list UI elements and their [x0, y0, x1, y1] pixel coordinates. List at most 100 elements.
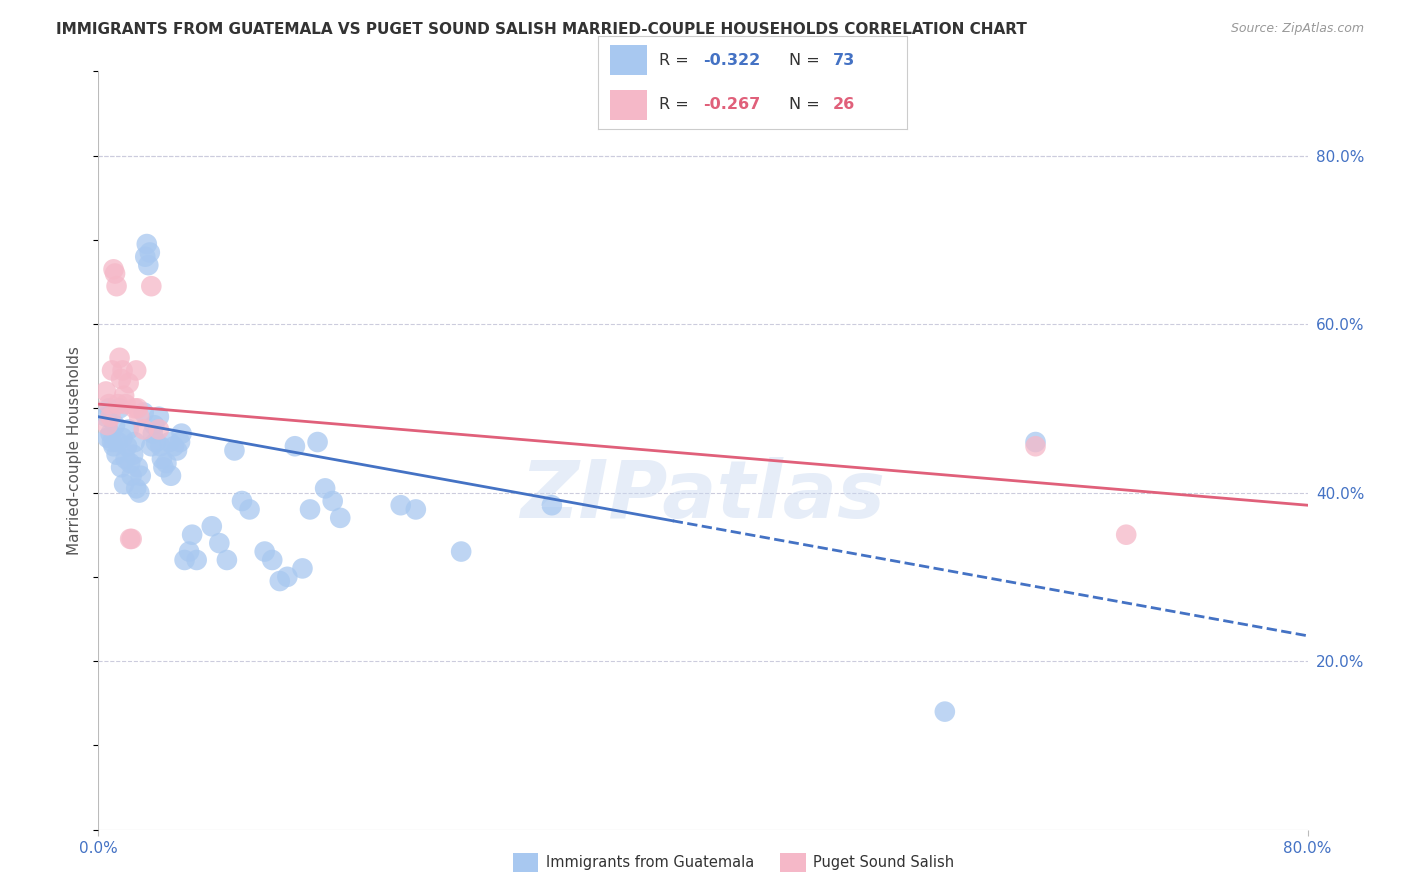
Text: 26: 26: [832, 97, 855, 112]
Point: [450, 544, 472, 558]
Point: [98, 401, 121, 416]
Point: [1024, 439, 1046, 453]
Point: [150, 451, 173, 466]
Point: [934, 705, 956, 719]
Point: [107, 397, 129, 411]
Point: [148, 409, 170, 424]
Point: [1115, 527, 1137, 541]
Point: [128, 409, 150, 424]
Point: [103, 262, 125, 277]
Point: [112, 389, 135, 403]
Point: [299, 502, 322, 516]
Bar: [610, 45, 647, 75]
Point: [125, 482, 148, 496]
Point: [94, 409, 117, 424]
Point: [181, 527, 204, 541]
Point: [231, 494, 253, 508]
Point: [389, 498, 412, 512]
Point: [284, 439, 307, 453]
Point: [107, 435, 129, 450]
Point: [128, 485, 150, 500]
Point: [314, 482, 336, 496]
Point: [149, 439, 172, 453]
Point: [329, 511, 352, 525]
Point: [96, 418, 118, 433]
Point: [105, 279, 128, 293]
Point: [110, 460, 132, 475]
Point: [1024, 435, 1046, 450]
Point: [136, 258, 159, 272]
Text: Source: ZipAtlas.com: Source: ZipAtlas.com: [1230, 22, 1364, 36]
Point: [170, 426, 193, 441]
Point: [215, 553, 238, 567]
Point: [141, 439, 163, 453]
Point: [142, 426, 165, 441]
Point: [291, 561, 314, 575]
Point: [124, 435, 146, 450]
Text: R =: R =: [659, 53, 695, 68]
Point: [127, 460, 149, 475]
Point: [160, 468, 183, 483]
Point: [112, 477, 135, 491]
Y-axis label: Married-couple Households: Married-couple Households: [67, 346, 83, 555]
Point: [135, 237, 157, 252]
Text: 73: 73: [832, 53, 855, 68]
Point: [132, 422, 155, 436]
Point: [120, 456, 142, 470]
Point: [120, 532, 142, 546]
Point: [101, 363, 124, 377]
Text: Immigrants from Guatemala: Immigrants from Guatemala: [546, 855, 754, 870]
Point: [540, 498, 562, 512]
Point: [139, 245, 162, 260]
Point: [132, 405, 155, 420]
Text: ZIPatlas: ZIPatlas: [520, 457, 886, 535]
Point: [101, 435, 124, 450]
Point: [104, 267, 127, 281]
Point: [276, 570, 298, 584]
Point: [163, 439, 186, 453]
Point: [134, 250, 156, 264]
Text: N =: N =: [789, 53, 825, 68]
Point: [155, 456, 177, 470]
Point: [159, 435, 181, 450]
Point: [111, 431, 134, 445]
Point: [307, 435, 329, 450]
Point: [186, 553, 208, 567]
Point: [121, 532, 143, 546]
Point: [108, 401, 131, 416]
Point: [148, 422, 170, 436]
Text: Puget Sound Salish: Puget Sound Salish: [813, 855, 953, 870]
Point: [179, 544, 201, 558]
Point: [118, 376, 141, 390]
Point: [208, 536, 231, 550]
Point: [141, 279, 163, 293]
Point: [129, 468, 152, 483]
Point: [239, 502, 262, 516]
Text: -0.322: -0.322: [703, 53, 761, 68]
Text: -0.267: -0.267: [703, 97, 761, 112]
Point: [166, 443, 188, 458]
Point: [100, 409, 122, 424]
Point: [100, 426, 122, 441]
Point: [124, 401, 146, 416]
Point: [114, 451, 136, 466]
Point: [405, 502, 427, 516]
Point: [253, 544, 276, 558]
Point: [125, 363, 148, 377]
Text: IMMIGRANTS FROM GUATEMALA VS PUGET SOUND SALISH MARRIED-COUPLE HOUSEHOLDS CORREL: IMMIGRANTS FROM GUATEMALA VS PUGET SOUND…: [56, 22, 1028, 37]
Point: [121, 468, 143, 483]
Point: [269, 574, 291, 588]
Point: [143, 418, 166, 433]
Text: R =: R =: [659, 97, 695, 112]
Point: [122, 448, 145, 462]
Point: [173, 553, 195, 567]
Point: [108, 351, 131, 365]
Point: [118, 422, 141, 436]
Point: [114, 397, 136, 411]
Point: [169, 435, 191, 450]
Point: [224, 443, 246, 458]
Point: [103, 439, 125, 453]
Point: [94, 384, 117, 399]
Point: [262, 553, 284, 567]
Point: [104, 418, 127, 433]
